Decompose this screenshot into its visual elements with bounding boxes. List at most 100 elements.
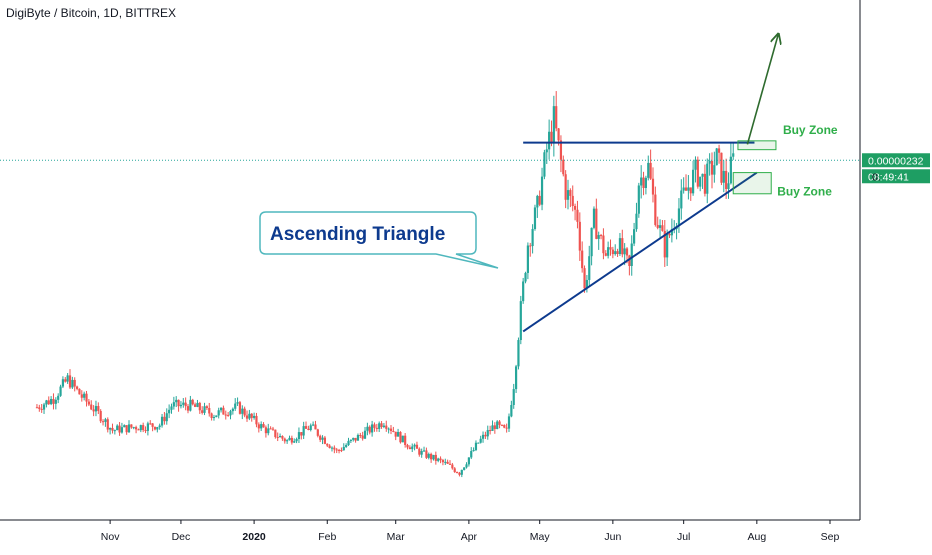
- candle: [326, 443, 329, 446]
- candle: [458, 472, 461, 475]
- candle: [354, 437, 357, 441]
- candle: [611, 249, 614, 255]
- candle: [415, 444, 419, 449]
- candle: [467, 457, 470, 465]
- candle: [160, 416, 164, 426]
- candle: [238, 402, 242, 414]
- candle: [234, 403, 237, 409]
- candle: [394, 431, 397, 437]
- candle: [444, 461, 447, 463]
- candle: [101, 421, 105, 423]
- candle: [146, 423, 149, 431]
- candle: [597, 235, 600, 239]
- candle: [614, 251, 617, 255]
- time-tick-label: 2020: [242, 531, 266, 543]
- candle: [529, 245, 532, 247]
- candle: [543, 152, 546, 177]
- candle: [677, 208, 681, 227]
- candle: [481, 434, 485, 439]
- candle: [441, 460, 445, 463]
- candle: [701, 173, 704, 177]
- candle: [628, 255, 631, 266]
- candle: [632, 229, 636, 244]
- candle: [618, 238, 622, 254]
- candle: [392, 430, 395, 432]
- candle: [352, 437, 355, 440]
- candle: [243, 408, 246, 416]
- candle: [399, 432, 402, 443]
- candle: [382, 425, 386, 427]
- candle: [387, 428, 390, 430]
- candle: [231, 408, 234, 412]
- candle: [465, 464, 468, 468]
- candle: [590, 227, 593, 257]
- candle: [222, 407, 225, 415]
- candle: [335, 449, 338, 451]
- candle: [113, 430, 116, 432]
- candle: [78, 388, 81, 395]
- candle: [208, 408, 211, 414]
- candle: [80, 394, 83, 398]
- candle: [330, 447, 334, 449]
- candle: [630, 243, 633, 266]
- candle: [479, 438, 482, 443]
- candle: [368, 426, 371, 433]
- candle: [635, 213, 638, 230]
- candle: [57, 395, 60, 400]
- time-tick-label: Jul: [677, 531, 690, 543]
- candle: [307, 428, 310, 430]
- candle: [106, 419, 109, 430]
- drawings-layer: Buy Zone Buy Zone Ascending Triangle: [0, 35, 860, 333]
- candle: [569, 190, 572, 196]
- candle: [581, 250, 584, 269]
- candle: [193, 404, 197, 407]
- candle: [401, 435, 404, 443]
- candle: [269, 428, 272, 430]
- candle: [715, 148, 718, 166]
- candle: [474, 442, 478, 451]
- partial-price-label: 0.: [872, 171, 881, 183]
- candle: [99, 410, 102, 422]
- candle: [149, 423, 152, 425]
- candle: [720, 152, 723, 183]
- candle: [732, 153, 735, 157]
- candle: [576, 209, 579, 222]
- candle: [177, 399, 180, 407]
- candle: [191, 399, 194, 405]
- candle: [512, 389, 515, 405]
- candle: [212, 417, 216, 419]
- candle: [647, 162, 650, 178]
- candle: [120, 427, 124, 433]
- candle: [425, 450, 428, 458]
- countdown-label: 08:49:41: [868, 171, 909, 183]
- candle: [319, 435, 322, 440]
- candle: [142, 425, 145, 431]
- candle: [651, 178, 655, 195]
- candle: [493, 425, 496, 429]
- candle: [333, 447, 336, 450]
- candle: [257, 424, 260, 429]
- candle: [127, 424, 131, 433]
- candle: [607, 247, 610, 256]
- candle: [548, 131, 551, 150]
- candle: [337, 449, 341, 451]
- candle: [170, 406, 173, 410]
- candle: [451, 464, 454, 469]
- axes-layer: 0.000003200.000003000.000002800.00000260…: [0, 0, 930, 543]
- candle: [524, 272, 527, 282]
- candle: [380, 423, 383, 427]
- time-tick-label: Sep: [821, 531, 840, 543]
- candle: [668, 233, 671, 236]
- candle: [179, 404, 183, 407]
- candle: [132, 427, 135, 429]
- candle: [717, 148, 721, 153]
- candle: [224, 414, 227, 416]
- candle: [420, 451, 423, 455]
- candle: [340, 450, 343, 452]
- candle: [592, 208, 596, 228]
- candle: [175, 399, 178, 403]
- candle: [52, 398, 55, 404]
- candle: [519, 301, 522, 341]
